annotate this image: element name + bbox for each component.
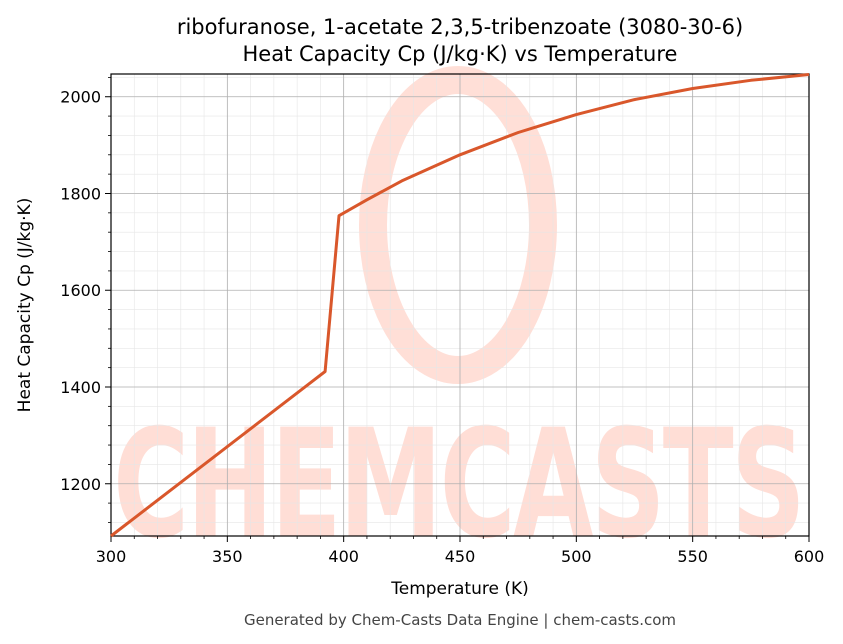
x-tick-label: 600 [794, 547, 825, 566]
chart-title-line2: Heat Capacity Cp (J/kg·K) vs Temperature [243, 42, 678, 66]
y-tick-label: 2000 [60, 88, 101, 107]
watermark: CHEMCASTS [113, 66, 807, 572]
x-tick-label: 550 [677, 547, 708, 566]
footer-credit: Generated by Chem-Casts Data Engine | ch… [244, 611, 676, 629]
x-tick-label: 300 [96, 547, 127, 566]
series-line-cp [110, 73, 810, 538]
y-axis-label: Heat Capacity Cp (J/kg·K) [15, 198, 35, 413]
y-tick-label: 1400 [60, 378, 101, 397]
y-tick-label: 1600 [60, 281, 101, 300]
x-tick-label: 350 [212, 547, 243, 566]
watermark-text: CHEMCASTS [113, 398, 803, 572]
chart-title-line1: ribofuranose, 1-acetate 2,3,5-tribenzoat… [177, 15, 743, 39]
x-tick-label: 400 [328, 547, 359, 566]
y-axis-ticks: 1200 1400 1600 1800 2000 [60, 76, 111, 523]
x-tick-label: 500 [561, 547, 592, 566]
watermark-logo-ring [359, 66, 557, 384]
x-tick-label: 450 [445, 547, 476, 566]
y-tick-label: 1800 [60, 184, 101, 203]
x-axis-label: Temperature (K) [390, 579, 529, 599]
y-tick-label: 1200 [60, 475, 101, 494]
x-axis-ticks: 300 350 400 450 500 550 600 [96, 536, 825, 566]
